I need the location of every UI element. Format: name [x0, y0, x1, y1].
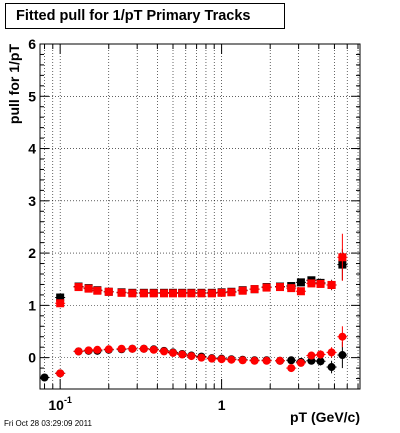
data-point-circle — [187, 352, 196, 361]
data-point-square — [84, 284, 93, 293]
data-point-square — [56, 299, 65, 308]
data-point-square — [327, 280, 336, 289]
data-point-circle — [178, 350, 187, 359]
timestamp-footer: Fri Oct 28 03:29:09 2011 — [4, 419, 92, 428]
data-point-circle — [169, 348, 178, 357]
data-point-square — [307, 279, 316, 288]
data-point-square — [93, 286, 102, 295]
chart-title: Fitted pull for 1/pT Primary Tracks — [5, 3, 285, 29]
data-point-circle — [128, 344, 137, 353]
data-point-circle — [307, 351, 316, 360]
y-tick-label: 3 — [28, 193, 36, 209]
data-point-square — [338, 253, 347, 262]
data-point-circle — [275, 356, 284, 365]
x-tick-label-exponent: -1 — [64, 395, 72, 405]
y-tick-label: 1 — [28, 297, 36, 313]
data-point-circle — [287, 356, 296, 365]
data-point-square — [117, 288, 126, 297]
data-point-square — [238, 286, 247, 295]
data-point-circle — [287, 364, 296, 373]
x-tick-label: 10-1 — [48, 395, 72, 413]
y-tick-label: 4 — [28, 141, 36, 157]
data-point-circle — [338, 332, 347, 341]
data-point-circle — [149, 345, 158, 354]
data-point-circle — [74, 347, 83, 356]
y-tick-label: 5 — [28, 88, 36, 104]
data-point-square — [128, 289, 137, 298]
series-2 — [55, 326, 348, 378]
y-tick-label: 2 — [28, 245, 36, 261]
axis-ticks — [40, 43, 360, 390]
data-point-circle — [56, 369, 65, 378]
series-3 — [55, 233, 348, 308]
data-point-square — [262, 283, 271, 292]
data-point-circle — [238, 356, 247, 365]
data-point-square — [316, 279, 325, 288]
data-point-circle — [316, 357, 325, 366]
data-point-circle — [217, 355, 226, 364]
data-point-square — [178, 289, 187, 298]
data-point-circle — [117, 344, 126, 353]
x-tick-label: 1 — [218, 397, 226, 413]
data-point-square — [296, 278, 305, 287]
data-point-square — [207, 289, 216, 298]
data-point-circle — [227, 355, 236, 364]
data-point-circle — [327, 363, 336, 372]
x-tick-label-base: 10 — [48, 397, 64, 413]
data-point-circle — [250, 356, 259, 365]
data-point-square — [139, 289, 148, 298]
data-point-square — [275, 283, 284, 292]
data-point-square — [217, 288, 226, 297]
data-point-square — [169, 289, 178, 298]
data-point-square — [197, 289, 206, 298]
grid-lines — [40, 43, 360, 389]
data-point-circle — [262, 356, 271, 365]
data-point-circle — [327, 348, 336, 357]
data-point-square — [227, 288, 236, 297]
data-point-square — [104, 287, 113, 296]
data-point-circle — [104, 345, 113, 354]
x-tick-label-base: 1 — [218, 397, 226, 413]
y-tick-label: 6 — [28, 36, 36, 52]
data-point-square — [149, 289, 158, 298]
data-point-square — [296, 287, 305, 296]
data-point-circle — [197, 353, 206, 362]
data-point-circle — [296, 358, 305, 367]
data-point-circle — [40, 373, 49, 382]
data-point-square — [250, 285, 259, 294]
data-point-square — [74, 283, 83, 292]
data-point-square — [187, 289, 196, 298]
data-point-square — [160, 289, 169, 298]
data-point-circle — [139, 344, 148, 353]
x-axis-title: pT (GeV/c) — [290, 409, 360, 425]
plot-frame — [39, 43, 361, 390]
y-tick-label: 0 — [28, 350, 36, 366]
y-axis-title: pull for 1/pT — [6, 44, 22, 125]
data-point-square — [56, 293, 65, 302]
data-point-circle — [207, 354, 216, 363]
data-point-circle — [316, 350, 325, 359]
data-point-circle — [338, 351, 347, 360]
data-point-circle — [93, 345, 102, 354]
data-point-circle — [160, 347, 169, 356]
data-point-circle — [84, 346, 93, 355]
data-point-square — [287, 284, 296, 293]
